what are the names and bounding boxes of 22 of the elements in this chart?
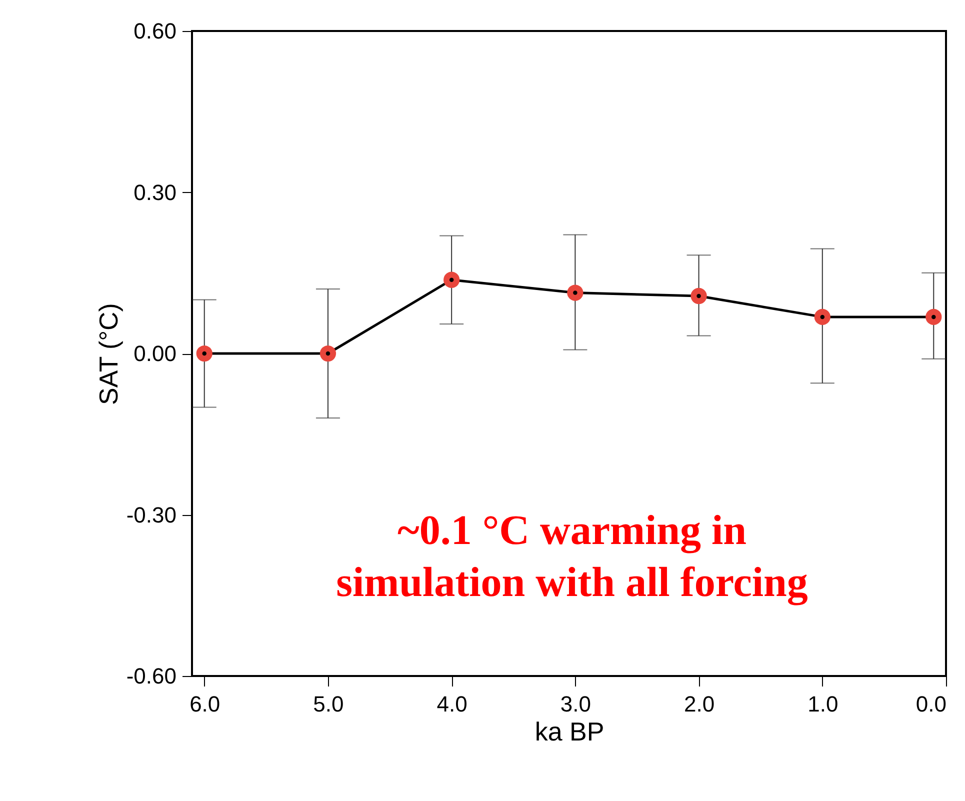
x-axis-title: ka BP — [534, 716, 604, 746]
y-axis-title: SAT (°C) — [93, 303, 124, 405]
annotation: ~0.1 °C warming in simulation with all forcing — [336, 508, 808, 606]
x-tick-label: 4.0 — [436, 692, 468, 716]
y-tick-label: 0.00 — [134, 341, 176, 366]
y-tick-label: 0.60 — [134, 18, 176, 44]
point — [320, 345, 336, 362]
y-tick-label: -0.30 — [126, 502, 176, 528]
x-tick-label: 6.0 — [190, 692, 220, 716]
point — [444, 272, 460, 288]
x-tick-label: 2.0 — [684, 692, 715, 716]
x-tick-label: 5.0 — [313, 692, 344, 716]
point — [690, 288, 707, 304]
x-tick-label: 3.0 — [560, 692, 591, 716]
point — [926, 308, 942, 325]
x-tick-label: 0.0 — [916, 692, 946, 716]
x-tick-label: 1.0 — [808, 692, 838, 716]
point — [814, 308, 830, 325]
point — [196, 345, 212, 362]
point — [567, 284, 584, 301]
y-tick-label: 0.30 — [134, 180, 176, 205]
y-tick-label: -0.60 — [126, 664, 176, 688]
